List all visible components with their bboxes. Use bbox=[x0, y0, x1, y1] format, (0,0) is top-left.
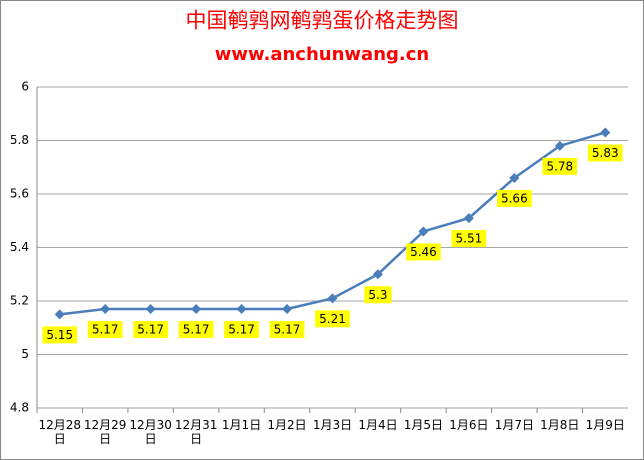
value-label-bg bbox=[224, 321, 259, 339]
value-label-bg bbox=[364, 286, 392, 304]
x-tick-label: 1月4日 bbox=[358, 418, 398, 432]
y-tick-label: 6 bbox=[21, 80, 29, 94]
value-label: 5.17 bbox=[228, 323, 255, 337]
x-tick-label: 1月9日 bbox=[585, 418, 625, 432]
value-label-bg bbox=[87, 321, 123, 339]
x-tick-label: 1月8日 bbox=[540, 418, 580, 432]
data-point bbox=[463, 213, 474, 224]
x-tick-label: 1月2日 bbox=[267, 418, 307, 432]
data-line bbox=[59, 131, 606, 316]
data-point bbox=[509, 172, 520, 183]
value-label: 5.51 bbox=[456, 232, 483, 246]
data-point bbox=[418, 226, 429, 237]
value-label-bg bbox=[42, 326, 78, 344]
y-tick-label: 5.8 bbox=[10, 133, 29, 147]
x-tick-label: 1月3日 bbox=[312, 418, 353, 432]
data-point bbox=[282, 304, 293, 315]
value-label-bg bbox=[133, 321, 169, 339]
x-tick-label: 1月5日 bbox=[403, 418, 444, 432]
value-label: 5.3 bbox=[368, 288, 387, 302]
x-tick-label: 12月28日 bbox=[38, 418, 81, 446]
y-tick-label: 5.2 bbox=[10, 294, 29, 308]
value-label-bg bbox=[496, 189, 532, 207]
value-label-bg bbox=[406, 243, 441, 261]
value-label-bg bbox=[542, 157, 578, 175]
x-tick-label: 12月29日 bbox=[83, 418, 127, 446]
x-tick-label: 1月6日 bbox=[449, 418, 489, 432]
value-label: 5.83 bbox=[592, 146, 619, 160]
data-point bbox=[54, 309, 65, 320]
value-label: 5.17 bbox=[137, 323, 164, 337]
value-label: 5.66 bbox=[501, 191, 528, 205]
data-point bbox=[236, 304, 247, 315]
data-point bbox=[554, 140, 565, 151]
value-label: 5.17 bbox=[274, 323, 301, 337]
x-tick-label: 1月7日 bbox=[494, 418, 534, 432]
x-tick-label: 1月1日 bbox=[221, 418, 262, 432]
value-label-bg bbox=[269, 321, 305, 339]
value-label-bg bbox=[178, 321, 214, 339]
data-point bbox=[327, 293, 338, 304]
data-point bbox=[100, 304, 111, 315]
value-label: 5.15 bbox=[46, 328, 73, 342]
value-label-bg bbox=[315, 310, 350, 328]
y-tick-label: 5 bbox=[21, 347, 29, 361]
y-tick-label: 4.8 bbox=[10, 401, 29, 415]
data-point bbox=[145, 304, 156, 315]
y-tick-label: 5.4 bbox=[10, 240, 29, 254]
value-label-bg bbox=[451, 230, 487, 248]
value-label: 5.17 bbox=[183, 323, 210, 337]
y-tick-label: 5.6 bbox=[10, 187, 29, 201]
value-label: 5.21 bbox=[319, 312, 346, 326]
chart-title: 中国鹌鹑网鹌鹑蛋价格走势图 bbox=[186, 9, 459, 33]
x-tick-label: 12月30日 bbox=[129, 418, 172, 446]
chart-subtitle: www.anchunwang.cn bbox=[215, 44, 429, 65]
value-label: 5.46 bbox=[410, 245, 437, 259]
data-point bbox=[191, 304, 202, 315]
value-label: 5.17 bbox=[92, 323, 119, 337]
value-label: 5.78 bbox=[546, 159, 573, 173]
x-tick-label: 12月31日 bbox=[174, 418, 218, 446]
data-point bbox=[600, 127, 611, 138]
data-point bbox=[372, 269, 383, 280]
value-label-bg bbox=[587, 144, 623, 162]
